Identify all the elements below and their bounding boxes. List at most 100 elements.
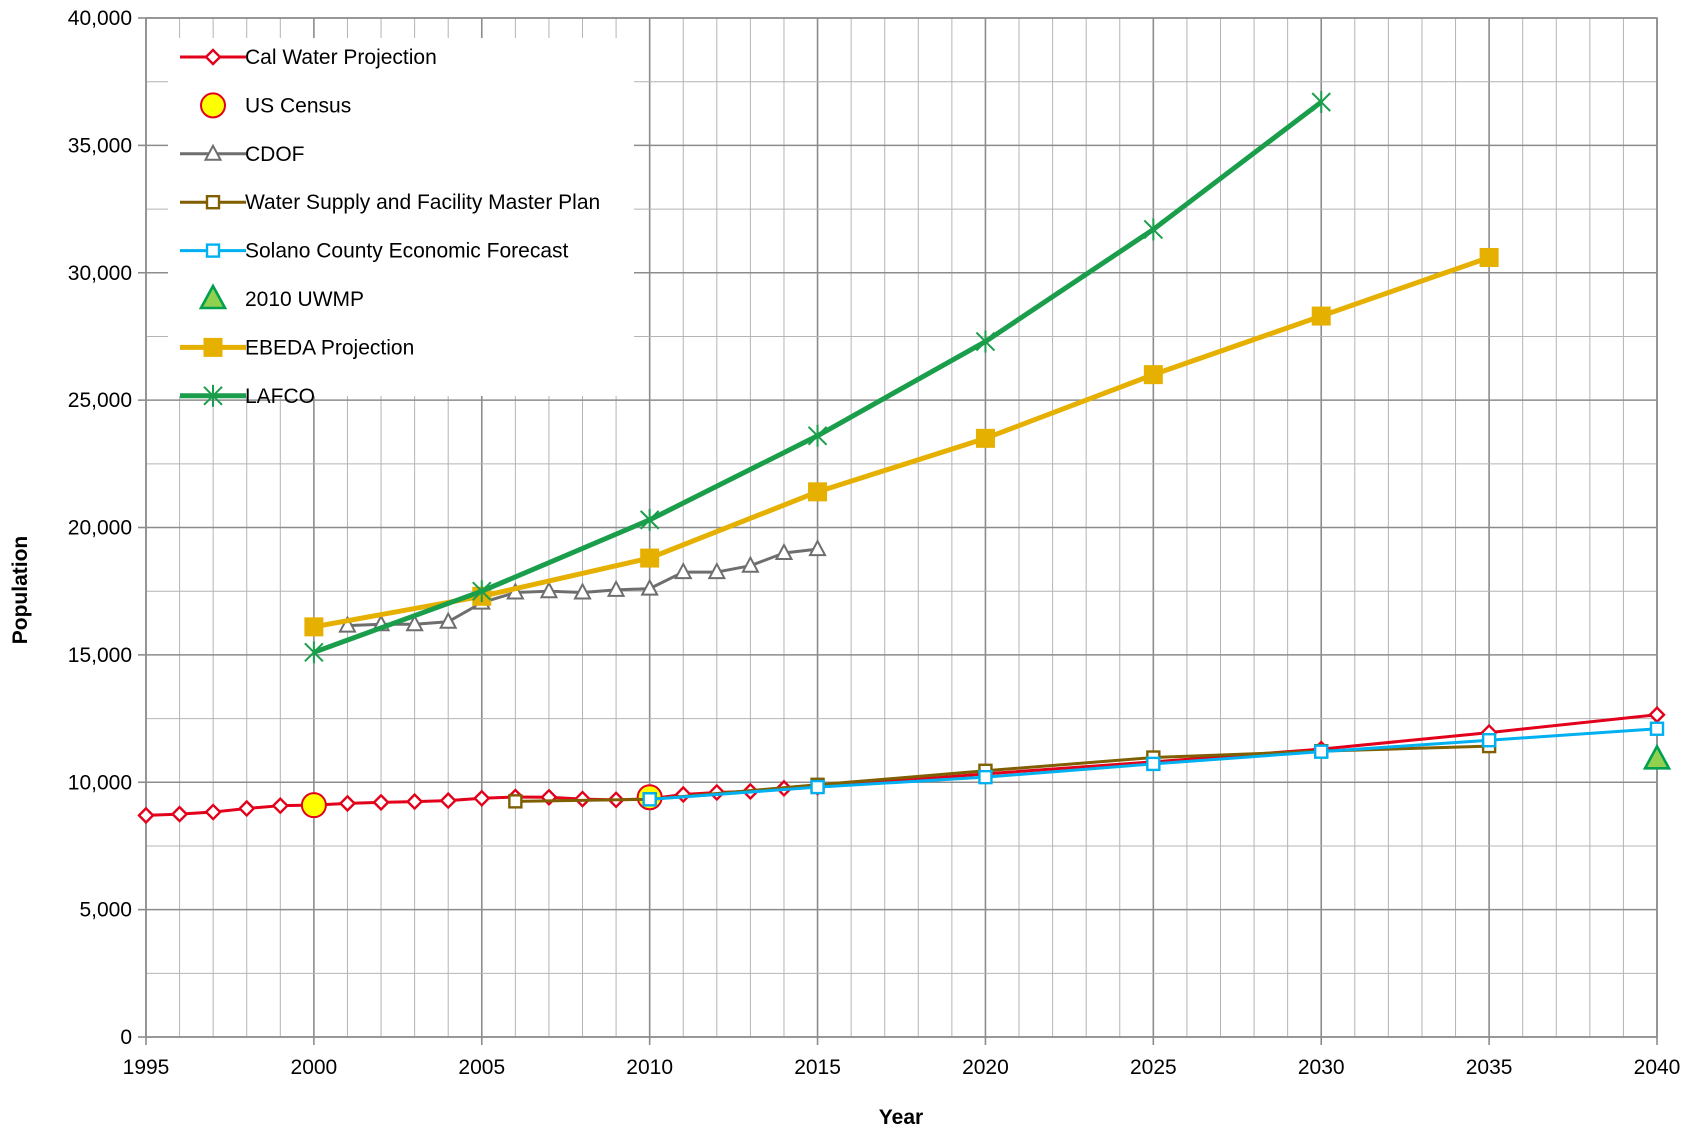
y-tick-label: 5,000: [79, 899, 132, 922]
data-point-solano-county-economic-forecast: [1649, 721, 1665, 736]
series-line-cal-water-projection: [145, 713, 1658, 817]
x-tick-label: 2015: [794, 1056, 841, 1079]
legend-entry-water-supply-and-facility-master-plan: Water Supply and Facility Master Plan: [180, 191, 600, 214]
data-point-solano-county-economic-forecast: [1481, 733, 1497, 748]
data-point-ebeda-projection: [975, 428, 995, 448]
legend: Cal Water Projection US Census CDOF Water S…: [168, 38, 634, 408]
y-tick-label: 35,000: [68, 134, 132, 157]
data-point-cal-water-projection: [170, 805, 189, 823]
data-point-cal-water-projection: [238, 799, 256, 818]
legend-swatch-marker: [205, 194, 221, 210]
x-tick-label: 2010: [626, 1056, 673, 1079]
series-cdof: [338, 539, 827, 633]
legend-box: [168, 38, 634, 396]
data-point-water-supply-and-facility-master-plan: [508, 794, 523, 809]
y-tick-label: 0: [120, 1026, 132, 1049]
data-point-cal-water-projection: [271, 796, 290, 815]
x-tick-label: 2020: [962, 1056, 1009, 1079]
legend-label: LAFCO: [245, 385, 315, 408]
legend-entry-solano-county-economic-forecast: Solano County Economic Forecast: [180, 240, 568, 263]
data-point-cal-water-projection: [405, 792, 424, 811]
data-point-us-census: [300, 792, 327, 819]
data-point-lafco: [807, 424, 828, 447]
data-point-cdof: [707, 561, 726, 580]
x-tick-label: 2030: [1298, 1056, 1345, 1079]
y-axis-title: Population: [9, 536, 32, 645]
legend-entry-2010-uwmp: 2010 UWMP: [198, 283, 364, 311]
data-point-cdof: [338, 615, 357, 633]
y-tick-label: 15,000: [68, 644, 132, 667]
series-layer: [137, 91, 1672, 825]
legend-label: Cal Water Projection: [245, 46, 437, 69]
x-tick-label: 1995: [123, 1056, 170, 1079]
legend-label: CDOF: [245, 143, 305, 166]
data-point-cdof: [640, 578, 659, 596]
legend-swatch-marker: [205, 243, 221, 258]
data-point-ebeda-projection: [1479, 247, 1499, 267]
data-point-solano-county-economic-forecast: [978, 769, 993, 785]
data-point-cdof: [539, 581, 559, 599]
data-point-solano-county-economic-forecast: [642, 792, 657, 807]
x-axis-title: Year: [879, 1106, 923, 1129]
legend-entry-lafco: LAFCO: [180, 384, 315, 408]
legend-entry-ebeda-projection: EBEDA Projection: [180, 336, 414, 359]
legend-label: Solano County Economic Forecast: [245, 240, 568, 263]
y-tick-label: 25,000: [68, 389, 132, 412]
data-point-ebeda-projection: [304, 617, 324, 637]
data-point-solano-county-economic-forecast: [1146, 756, 1161, 772]
data-point-cal-water-projection: [674, 785, 692, 804]
series-ebeda-projection: [304, 247, 1499, 637]
data-point-lafco: [304, 641, 324, 664]
legend-label: EBEDA Projection: [245, 336, 414, 359]
data-point-cdof: [674, 561, 693, 580]
legend-swatch-marker: [203, 337, 223, 357]
series-solano-county-economic-forecast: [642, 721, 1665, 807]
y-tick-label: 40,000: [68, 7, 132, 30]
data-point-lafco: [1143, 218, 1164, 241]
data-point-ebeda-projection: [640, 548, 660, 568]
data-point-solano-county-economic-forecast: [1314, 744, 1329, 759]
data-point-cdof: [439, 611, 458, 629]
legend-swatch-marker: [200, 92, 226, 119]
data-point-lafco: [975, 330, 996, 353]
legend-swatch-marker: [204, 48, 222, 66]
legend-label: US Census: [245, 94, 351, 117]
data-point-cdof: [405, 614, 424, 632]
data-point-2010-uwmp: [1642, 743, 1672, 770]
data-point-cal-water-projection: [473, 789, 491, 807]
legend-swatch-marker: [198, 283, 228, 310]
data-point-cal-water-projection: [372, 793, 390, 812]
legend-entry-cdof: CDOF: [180, 143, 305, 166]
y-tick-label: 20,000: [68, 517, 132, 540]
x-tick-label: 2005: [458, 1056, 505, 1079]
x-tick-label: 2000: [291, 1056, 338, 1079]
data-point-solano-county-economic-forecast: [810, 779, 825, 795]
data-point-cdof: [808, 539, 827, 557]
data-point-lafco: [472, 580, 492, 603]
axes: 1995 2000 2005 2010 2015 2020 2025 2030 2035 2040…: [68, 7, 1681, 1079]
data-point-ebeda-projection: [1143, 365, 1163, 385]
data-point-cal-water-projection: [1648, 706, 1666, 724]
legend-entry-us-census: US Census: [200, 92, 351, 119]
data-point-cal-water-projection: [204, 803, 222, 821]
data-point-lafco: [639, 508, 660, 531]
data-point-cdof: [741, 555, 760, 573]
legend-swatch-marker: [203, 143, 223, 161]
x-tick-label: 2025: [1130, 1056, 1177, 1079]
data-point-cal-water-projection: [338, 794, 357, 813]
data-point-lafco: [1311, 91, 1331, 114]
legend-label: Water Supply and Facility Master Plan: [245, 191, 600, 214]
y-tick-label: 30,000: [68, 262, 132, 285]
legend-swatch-marker: [203, 384, 223, 407]
data-point-ebeda-projection: [1311, 306, 1331, 326]
data-point-cal-water-projection: [137, 806, 155, 825]
y-tick-label: 10,000: [68, 771, 132, 794]
x-tick-label: 2040: [1634, 1056, 1681, 1079]
legend-label: 2010 UWMP: [245, 288, 364, 311]
data-point-cdof: [573, 582, 592, 600]
data-point-cdof: [774, 542, 794, 560]
x-tick-label: 2035: [1466, 1056, 1513, 1079]
data-point-ebeda-projection: [808, 482, 828, 502]
